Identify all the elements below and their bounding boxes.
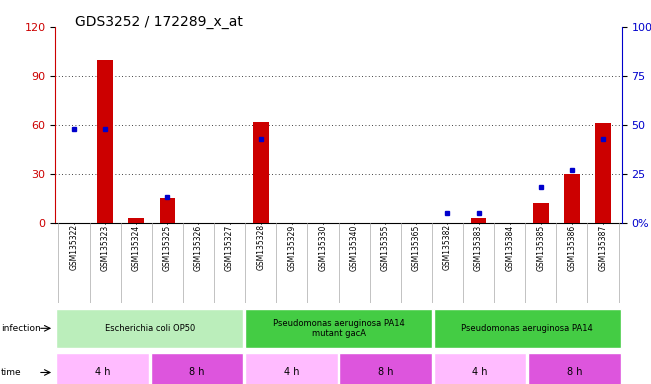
Bar (245, 309, 432, 348)
Text: Pseudomonas aeruginosa PA14: Pseudomonas aeruginosa PA14 (462, 324, 593, 333)
Text: GDS3252 / 172289_x_at: GDS3252 / 172289_x_at (75, 15, 243, 29)
Bar (56, 353, 149, 384)
Bar (595, 123, 611, 223)
Text: 8 h: 8 h (189, 367, 204, 377)
Text: GSM135326: GSM135326 (194, 224, 203, 271)
Text: time: time (1, 368, 21, 377)
Text: GSM135324: GSM135324 (132, 224, 141, 271)
Bar (159, 198, 175, 223)
Text: GSM135328: GSM135328 (256, 224, 265, 270)
Bar (150, 353, 243, 384)
Text: 8 h: 8 h (378, 367, 393, 377)
Bar (434, 353, 527, 384)
Text: GSM135327: GSM135327 (225, 224, 234, 271)
Text: GSM135384: GSM135384 (505, 224, 514, 271)
Text: GSM135340: GSM135340 (350, 224, 359, 271)
Text: GSM135365: GSM135365 (412, 224, 421, 271)
Text: GSM135329: GSM135329 (287, 224, 296, 271)
Text: GSM135387: GSM135387 (598, 224, 607, 271)
Text: 8 h: 8 h (567, 367, 582, 377)
Text: GSM135386: GSM135386 (568, 224, 576, 271)
Text: GSM135355: GSM135355 (381, 224, 390, 271)
Text: Pseudomonas aeruginosa PA14
mutant gacA: Pseudomonas aeruginosa PA14 mutant gacA (273, 319, 404, 338)
Bar (339, 353, 432, 384)
Bar (98, 60, 113, 223)
Text: 4 h: 4 h (95, 367, 110, 377)
Text: GSM135385: GSM135385 (536, 224, 546, 271)
Bar (533, 203, 549, 223)
Text: GSM135382: GSM135382 (443, 224, 452, 270)
Bar (128, 218, 144, 223)
Bar (564, 174, 579, 223)
Bar (434, 309, 621, 348)
Text: GSM135325: GSM135325 (163, 224, 172, 271)
Bar (528, 353, 621, 384)
Bar (245, 353, 338, 384)
Text: GSM135383: GSM135383 (474, 224, 483, 271)
Bar (471, 218, 486, 223)
Bar (253, 121, 268, 223)
Bar (56, 309, 243, 348)
Text: 4 h: 4 h (473, 367, 488, 377)
Text: GSM135330: GSM135330 (318, 224, 327, 271)
Text: GSM135323: GSM135323 (101, 224, 109, 271)
Text: Escherichia coli OP50: Escherichia coli OP50 (105, 324, 195, 333)
Text: GSM135322: GSM135322 (70, 224, 79, 270)
Text: 4 h: 4 h (284, 367, 299, 377)
Text: infection: infection (1, 324, 40, 333)
